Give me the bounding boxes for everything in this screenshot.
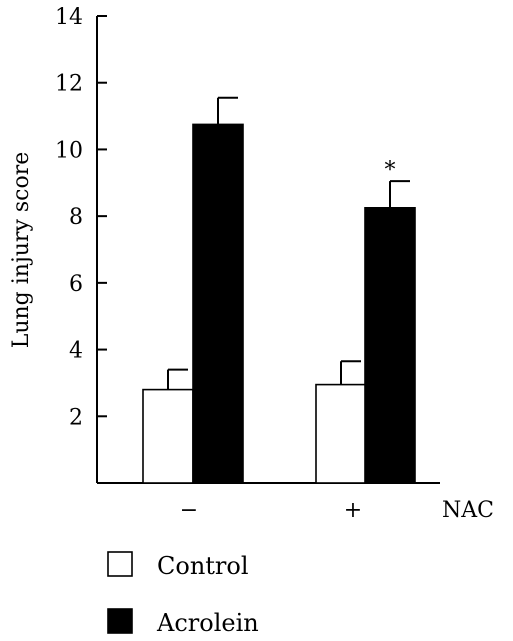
y-tick-label: 4 <box>69 339 83 364</box>
legend-swatch <box>107 551 133 577</box>
x-tick-label: + <box>344 498 362 523</box>
legend-label: Control <box>157 552 249 580</box>
y-tick-label: 2 <box>69 405 83 430</box>
y-tick-label: 10 <box>55 138 83 163</box>
x-tick-label: − <box>180 498 198 523</box>
bar <box>315 383 367 484</box>
bar <box>142 388 194 484</box>
y-axis-title: Lung injury score <box>9 152 34 349</box>
y-axis: 2 4 6 8 10 12 14 <box>55 5 107 483</box>
bars <box>142 123 416 484</box>
y-tick-label: 14 <box>55 5 83 30</box>
legend-label: Acrolein <box>156 609 259 637</box>
bar <box>364 207 416 484</box>
x-axis-title: NAC <box>442 498 494 523</box>
legend: Control Acrolein <box>107 551 259 637</box>
y-tick-label: 6 <box>69 272 83 297</box>
significance-asterisk: * <box>385 158 396 183</box>
bar <box>192 123 244 484</box>
legend-swatch <box>107 608 133 634</box>
x-axis: − + <box>97 482 440 523</box>
y-tick-label: 12 <box>55 72 83 97</box>
error-bars: * <box>167 96 410 390</box>
y-tick-label: 8 <box>69 205 83 230</box>
